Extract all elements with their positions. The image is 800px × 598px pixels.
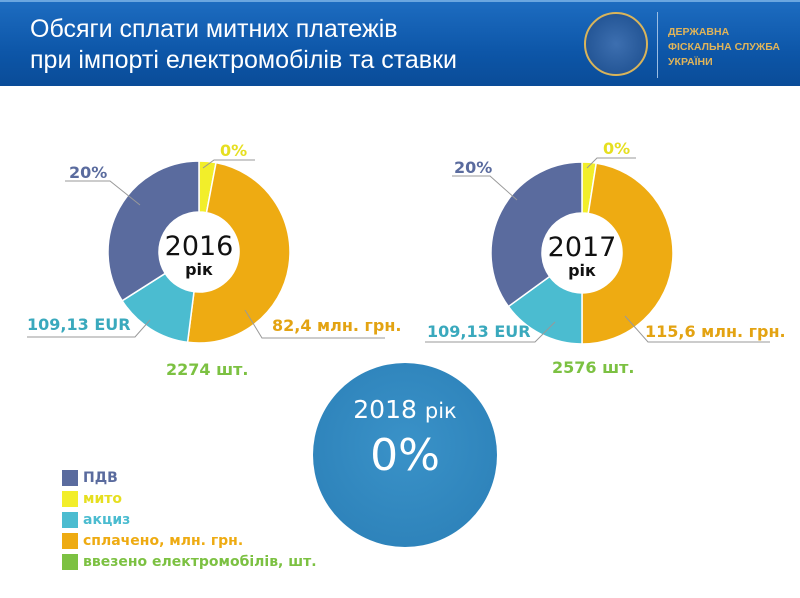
leader-line — [425, 321, 556, 343]
label-myto-2016: 0% — [220, 141, 248, 160]
leader-line — [586, 157, 636, 169]
year-2018-circle: 2018 рік 0% — [313, 363, 497, 547]
label-pdv-2016: 20% — [69, 163, 108, 182]
legend-swatch — [62, 469, 78, 486]
org-line-3: УКРАЇНИ — [668, 56, 713, 68]
label-myto-2017: 0% — [603, 139, 631, 158]
leader-line — [65, 180, 141, 206]
leader-line — [202, 159, 255, 169]
year-suffix: рік — [185, 260, 213, 279]
label-akcyz-2016: 109,13 EUR — [27, 315, 131, 334]
legend-label: мито — [83, 490, 122, 507]
label-paid-2016: 82,4 млн. грн. — [272, 316, 402, 335]
label-imported-2016: 2274 шт. — [166, 360, 249, 379]
header-banner: Обсяги сплати митних платежів при імпорт… — [0, 0, 800, 86]
legend-swatch — [62, 490, 78, 507]
year-2018-suffix: рік — [424, 399, 457, 423]
label-imported-2017: 2576 шт. — [552, 358, 635, 377]
year-label: 2017 — [547, 232, 617, 263]
divider — [657, 12, 658, 78]
legend-label: сплачено, млн. грн. — [83, 532, 244, 549]
legend-label: ПДВ — [83, 469, 118, 486]
legend-item-pdv: ПДВ — [62, 467, 317, 488]
legend-item-paid: сплачено, млн. грн. — [62, 530, 317, 551]
leader-line — [452, 175, 518, 201]
leader-line — [244, 309, 385, 339]
legend: ПДВ мито акциз сплачено, млн. грн. ввезено е… — [62, 467, 317, 572]
emblem-logo — [584, 12, 648, 76]
org-name: ДЕРЖАВНА ФІСКАЛЬНА СЛУЖБА УКРАЇНИ — [668, 25, 780, 70]
org-line-2: ФІСКАЛЬНА СЛУЖБА — [668, 41, 781, 53]
year-suffix: рік — [568, 261, 596, 280]
legend-item-myto: мито — [62, 488, 317, 509]
donut-center-2017: 2017 рік — [532, 233, 632, 279]
legend-item-akcyz: акциз — [62, 509, 317, 530]
leader-line — [27, 319, 151, 338]
year-2018-rate: 0% — [370, 430, 440, 481]
legend-swatch — [62, 532, 78, 549]
legend-label: акциз — [83, 511, 131, 528]
year-2018-label: 2018 — [353, 395, 417, 424]
label-akcyz-2017: 109,13 EUR — [427, 322, 531, 341]
legend-item-imported: ввезено електромобілів, шт. — [62, 551, 317, 572]
donut-hole — [159, 212, 239, 292]
title-line-1: Обсяги сплати митних платежів — [30, 15, 398, 43]
label-paid-2017: 115,6 млн. грн. — [645, 322, 786, 341]
title-line-2: при імпорті електромобілів та ставки — [30, 46, 457, 74]
page-title: Обсяги сплати митних платежів при імпорт… — [30, 14, 457, 76]
label-pdv-2017: 20% — [454, 158, 493, 177]
legend-label: ввезено електромобілів, шт. — [83, 553, 317, 570]
legend-swatch — [62, 511, 78, 528]
donut-center-2016: 2016 рік — [149, 232, 249, 278]
legend-swatch — [62, 553, 78, 570]
leader-line — [624, 315, 770, 343]
year-label: 2016 — [164, 231, 234, 262]
donut-hole — [542, 213, 622, 293]
org-line-1: ДЕРЖАВНА — [668, 26, 730, 38]
